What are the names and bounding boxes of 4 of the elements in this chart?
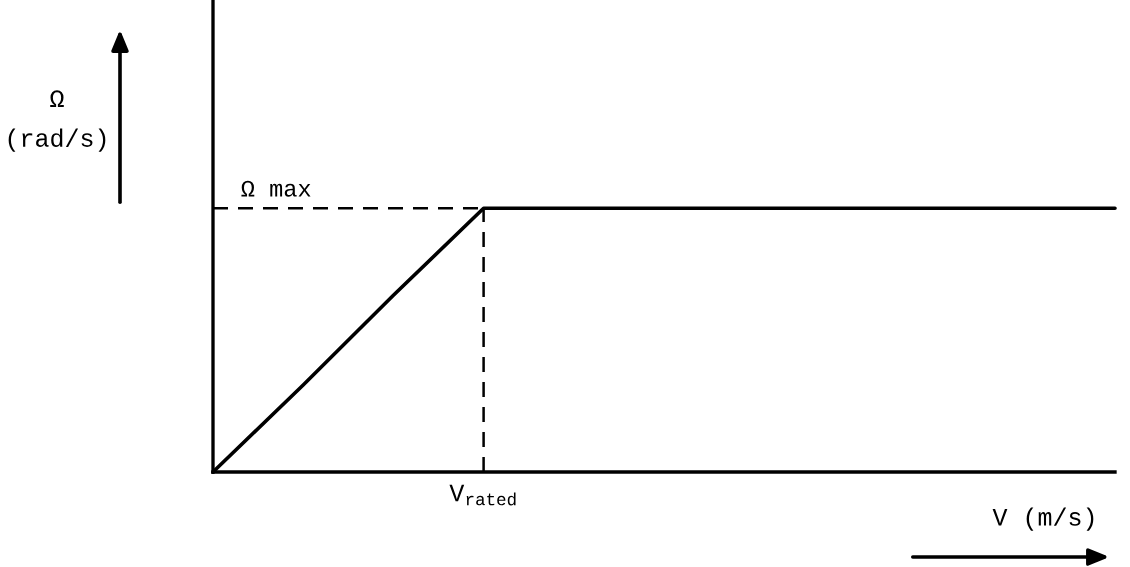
text: V$_{rated}$ <box>449 484 516 506</box>
y-axis-title: Ω (rad/s) <box>8 90 106 152</box>
ref-line-label: Ω max <box>241 180 311 197</box>
x-axis-title: V (m/s) <box>992 507 1094 531</box>
